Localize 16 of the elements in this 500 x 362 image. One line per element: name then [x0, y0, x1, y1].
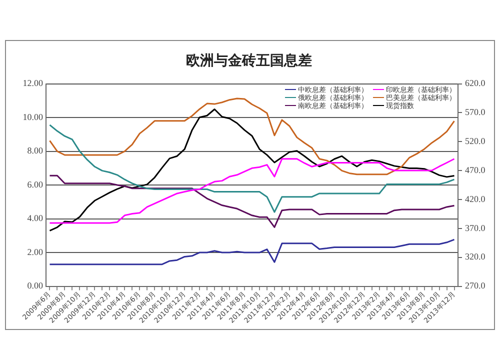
y-tick-label: 2.00 — [27, 246, 44, 257]
y2-tick-label: 520.0 — [465, 136, 486, 146]
y-tick-label: 0.00 — [27, 280, 44, 291]
y-tick-label: 12.00 — [22, 78, 44, 88]
chart-title: 欧洲与金砖五国息差 — [186, 53, 312, 70]
y2-tick-label: 570.0 — [465, 107, 486, 118]
y-tick-label: 8.00 — [27, 146, 44, 156]
y-tick-label: 10.00 — [22, 112, 44, 122]
y2-tick-label: 370.0 — [465, 222, 486, 233]
y-tick-label: 4.00 — [27, 213, 44, 224]
y-tick-label: 6.00 — [27, 179, 44, 190]
y2-tick-label: 320.0 — [465, 252, 486, 262]
y2-tick-label: 420.0 — [465, 194, 486, 204]
y2-tick-label: 270.0 — [465, 280, 486, 291]
y2-tick-label: 620.0 — [465, 78, 486, 88]
y2-tick-label: 470.0 — [465, 164, 486, 175]
